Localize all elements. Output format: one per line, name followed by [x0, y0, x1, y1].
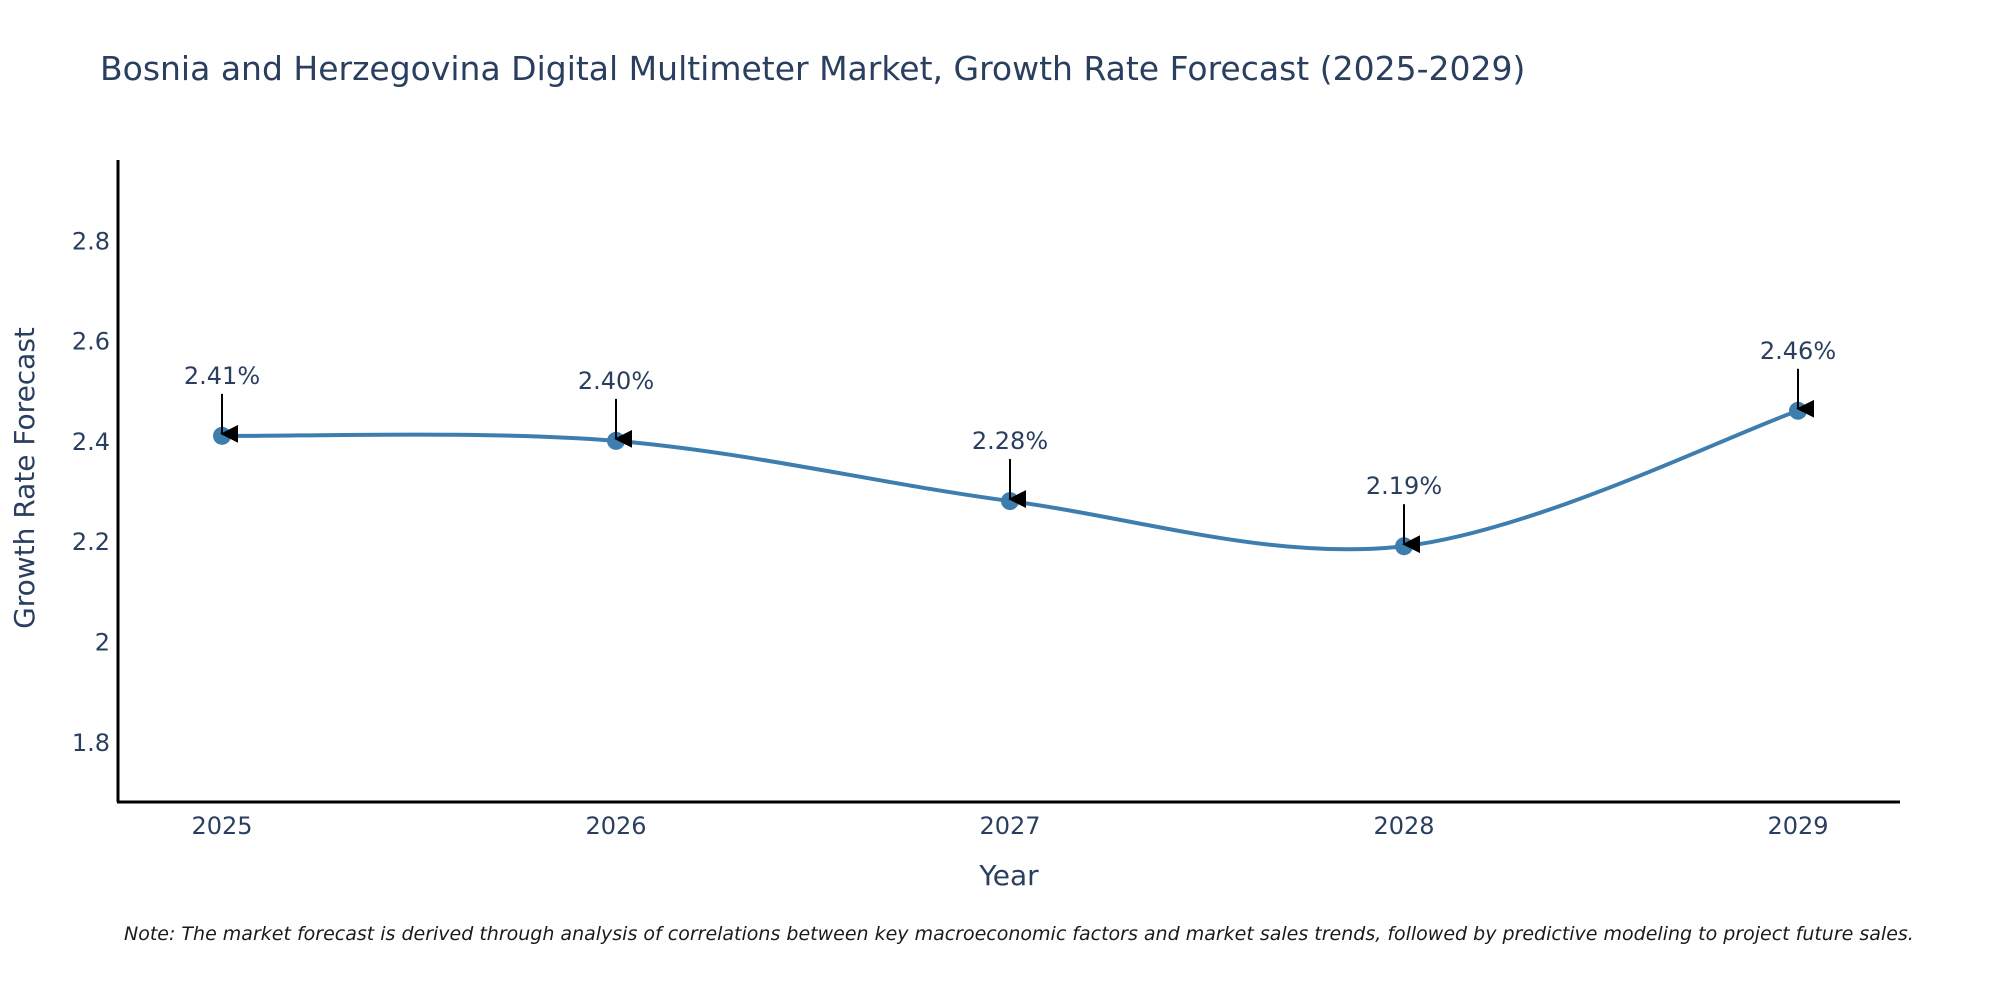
- y-tick-label: 2.6: [72, 328, 110, 356]
- y-tick-label: 1.8: [72, 729, 110, 757]
- chart-note: Note: The market forecast is derived thr…: [124, 923, 1914, 945]
- x-tick-label: 2029: [1767, 812, 1828, 840]
- x-tick-label: 2027: [979, 812, 1040, 840]
- y-tick-label: 2.4: [72, 428, 110, 456]
- x-axis-title: Year: [978, 859, 1039, 892]
- data-label-2025: 2.41%: [184, 362, 260, 390]
- data-label-2026: 2.40%: [578, 367, 654, 395]
- x-tick-label: 2026: [585, 812, 646, 840]
- x-tick-label: 2025: [191, 812, 252, 840]
- y-tick-label: 2: [95, 629, 110, 657]
- plot-area: 2.41% 2.40% 2.28% 2.19% 2.46%: [184, 337, 1836, 556]
- x-tick-labels: 2025 2026 2027 2028 2029: [191, 812, 1828, 840]
- data-label-2027: 2.28%: [972, 427, 1048, 455]
- x-tick-label: 2028: [1373, 812, 1434, 840]
- y-tick-labels: 1.8 2 2.2 2.4 2.6 2.8: [72, 227, 110, 757]
- chart-title: Bosnia and Herzegovina Digital Multimete…: [100, 49, 1525, 88]
- y-tick-label: 2.8: [72, 227, 110, 255]
- data-label-2029: 2.46%: [1760, 337, 1836, 365]
- y-axis-title: Growth Rate Forecast: [8, 327, 41, 629]
- y-tick-label: 2.2: [72, 528, 110, 556]
- data-label-2028: 2.19%: [1366, 472, 1442, 500]
